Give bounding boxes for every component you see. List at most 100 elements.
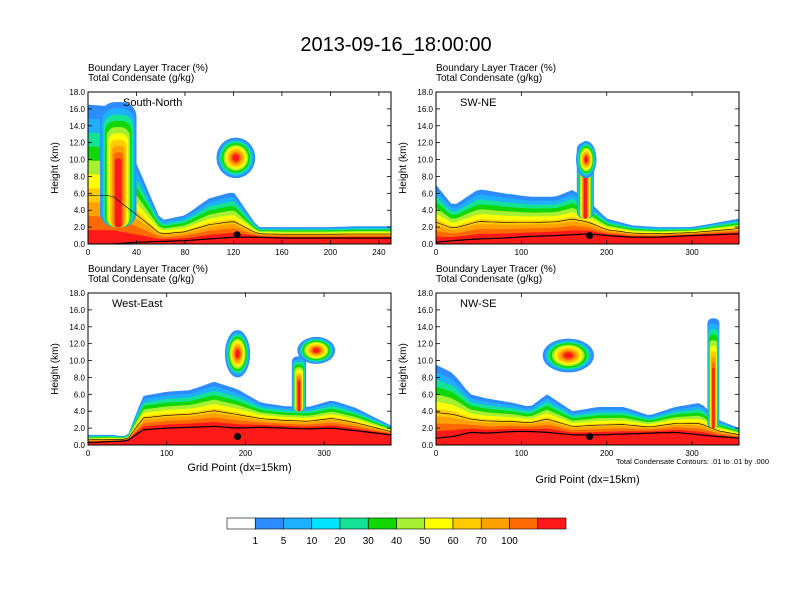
plume-column — [114, 158, 122, 228]
panel-header-tracer: Boundary Layer Tracer (%) — [436, 63, 556, 74]
x-tick-label: 120 — [227, 248, 241, 257]
tracer-field — [436, 140, 739, 244]
colorbar-tick-label: 20 — [334, 536, 346, 547]
panel-west-east: 0.0 2.0 4.0 6.0 8.0 10.0 12.0 14.0 16.0 18.0 0 100 2… — [50, 264, 392, 474]
location-marker — [586, 232, 594, 240]
y-tick-label: 14.0 — [417, 122, 433, 131]
y-tick-label: 4.0 — [74, 206, 86, 215]
plume-column — [712, 367, 715, 429]
y-tick-label: 8.0 — [422, 373, 434, 382]
panel-label: SW-NE — [460, 97, 496, 109]
tracer-field — [88, 330, 391, 445]
colorbar-tick-label: 70 — [476, 536, 488, 547]
y-tick-label: 12.0 — [417, 139, 433, 148]
colorbar-swatch — [283, 517, 313, 530]
x-tick-label: 300 — [685, 248, 699, 257]
condensate-contour — [436, 412, 739, 435]
y-tick-label: 10.0 — [417, 156, 433, 165]
colorbar-tick-label: 100 — [501, 536, 518, 547]
panel-sw-ne: 0.0 2.0 4.0 6.0 8.0 10.0 12.0 14.0 16.0 18.0 0 100 2… — [398, 63, 740, 257]
location-marker — [234, 433, 242, 441]
colorbar-swatch — [254, 517, 284, 530]
x-tick-label: 160 — [275, 248, 289, 257]
x-tick-label: 100 — [515, 248, 529, 257]
x-axis-label: Grid Point (dx=15km) — [535, 474, 639, 486]
panel-label: South-North — [123, 97, 182, 109]
condensate-contour — [88, 194, 391, 235]
colorbar-swatch — [452, 517, 482, 530]
y-tick-label: 14.0 — [69, 323, 85, 332]
colorbar-swatch — [226, 517, 256, 530]
condensate-contour — [88, 410, 391, 441]
y-tick-label: 12.0 — [69, 340, 85, 349]
x-tick-label: 0 — [434, 449, 439, 458]
y-tick-label: 0.0 — [422, 240, 434, 249]
y-tick-label: 8.0 — [422, 172, 434, 181]
panel-header-condensate: Total Condensate (g/kg) — [88, 274, 194, 285]
tracer-field — [436, 318, 739, 445]
panel-header-condensate: Total Condensate (g/kg) — [436, 73, 542, 84]
y-tick-label: 18.0 — [417, 289, 433, 298]
panel-header-condensate: Total Condensate (g/kg) — [88, 73, 194, 84]
x-tick-label: 40 — [132, 248, 141, 257]
y-tick-label: 12.0 — [69, 139, 85, 148]
y-tick-label: 2.0 — [422, 424, 434, 433]
panel-header-tracer: Boundary Layer Tracer (%) — [88, 264, 208, 275]
y-tick-label: 18.0 — [69, 289, 85, 298]
location-marker — [586, 433, 594, 441]
colorbar-tick-label: 40 — [391, 536, 403, 547]
colorbar-tick-label: 50 — [419, 536, 431, 547]
y-tick-label: 16.0 — [69, 105, 85, 114]
x-tick-label: 100 — [515, 449, 529, 458]
y-axis-label: Height (km) — [398, 142, 409, 194]
y-tick-label: 2.0 — [422, 223, 434, 232]
colorbar-swatch — [480, 517, 510, 530]
colorbar: 1 5 10 20 30 40 50 60 70 100 — [226, 517, 567, 547]
condensate-contour — [436, 218, 739, 235]
x-axis-label: Grid Point (dx=15km) — [187, 462, 291, 474]
x-tick-label: 200 — [600, 248, 614, 257]
y-tick-label: 0.0 — [74, 441, 86, 450]
panel-header-tracer: Boundary Layer Tracer (%) — [436, 264, 556, 275]
y-tick-label: 0.0 — [422, 441, 434, 450]
x-tick-label: 300 — [317, 449, 331, 458]
y-tick-label: 6.0 — [422, 390, 434, 399]
colorbar-swatch — [311, 517, 341, 530]
y-tick-label: 4.0 — [422, 206, 434, 215]
x-tick-label: 200 — [324, 248, 338, 257]
y-tick-label: 0.0 — [74, 240, 86, 249]
x-tick-label: 200 — [600, 449, 614, 458]
y-tick-label: 6.0 — [74, 189, 86, 198]
y-axis-label: Height (km) — [50, 142, 61, 194]
y-tick-label: 10.0 — [69, 156, 85, 165]
panel-nw-se: 0.0 2.0 4.0 6.0 8.0 10.0 12.0 14.0 16.0 18.0 0 100 2… — [398, 264, 740, 486]
colorbar-tick-label: 30 — [363, 536, 375, 547]
y-tick-label: 16.0 — [417, 105, 433, 114]
x-tick-label: 0 — [86, 449, 91, 458]
contour-note: Total Condensate Contours: .01 to .01 by… — [616, 457, 769, 466]
y-tick-label: 10.0 — [69, 357, 85, 366]
y-tick-label: 8.0 — [74, 373, 86, 382]
x-tick-label: 0 — [434, 248, 439, 257]
y-tick-label: 16.0 — [417, 306, 433, 315]
plume-core — [563, 352, 573, 359]
colorbar-swatch — [537, 517, 567, 530]
y-tick-label: 18.0 — [69, 88, 85, 97]
plot-frame — [435, 91, 740, 245]
terrain-line — [88, 425, 391, 444]
panel-label: West-East — [112, 298, 163, 310]
y-tick-label: 10.0 — [417, 357, 433, 366]
y-tick-label: 2.0 — [74, 424, 86, 433]
colorbar-swatch — [396, 517, 426, 530]
plot-frame — [87, 91, 392, 245]
panel-label: NW-SE — [460, 298, 496, 310]
y-axis-label: Height (km) — [50, 343, 61, 395]
colorbar-tick-label: 1 — [252, 536, 258, 547]
panel-south-north: 0.0 2.0 4.0 6.0 8.0 10.0 12.0 14.0 16.0 18.0 0 40 80… — [50, 63, 392, 257]
y-tick-label: 14.0 — [69, 122, 85, 131]
x-tick-label: 0 — [86, 248, 91, 257]
plume-core — [235, 349, 240, 359]
tracer-field — [88, 102, 391, 244]
y-tick-label: 12.0 — [417, 340, 433, 349]
y-tick-label: 4.0 — [74, 407, 86, 416]
